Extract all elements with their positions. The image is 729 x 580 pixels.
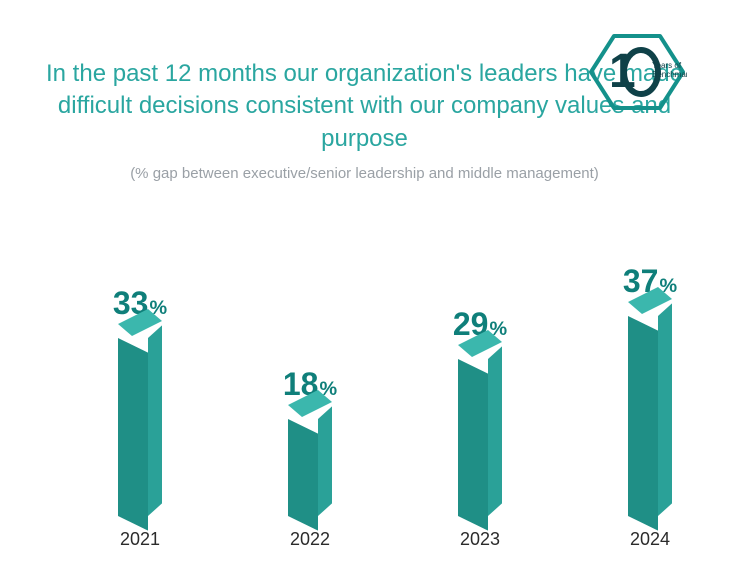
x-axis-label: 2022: [250, 529, 370, 550]
x-axis-label: 2024: [590, 529, 710, 550]
x-axis-label: 2021: [80, 529, 200, 550]
x-axis-label: 2023: [420, 529, 540, 550]
bar-chart: 33%202118%202229%202337%2024: [70, 250, 681, 550]
logo-hexagon-icon: 1 Years of Benchmarking: [587, 30, 687, 114]
bar-top-face: [458, 330, 506, 360]
bar-top-face: [628, 287, 676, 317]
chart-subtitle: (% gap between executive/senior leadersh…: [0, 165, 729, 182]
logo-text-line1: Years of: [652, 61, 682, 70]
bar-top-face: [118, 309, 166, 339]
logo-text-line2: Benchmarking: [652, 70, 687, 79]
bar-top-face: [288, 390, 336, 420]
logo-badge: 1 Years of Benchmarking: [587, 30, 687, 119]
